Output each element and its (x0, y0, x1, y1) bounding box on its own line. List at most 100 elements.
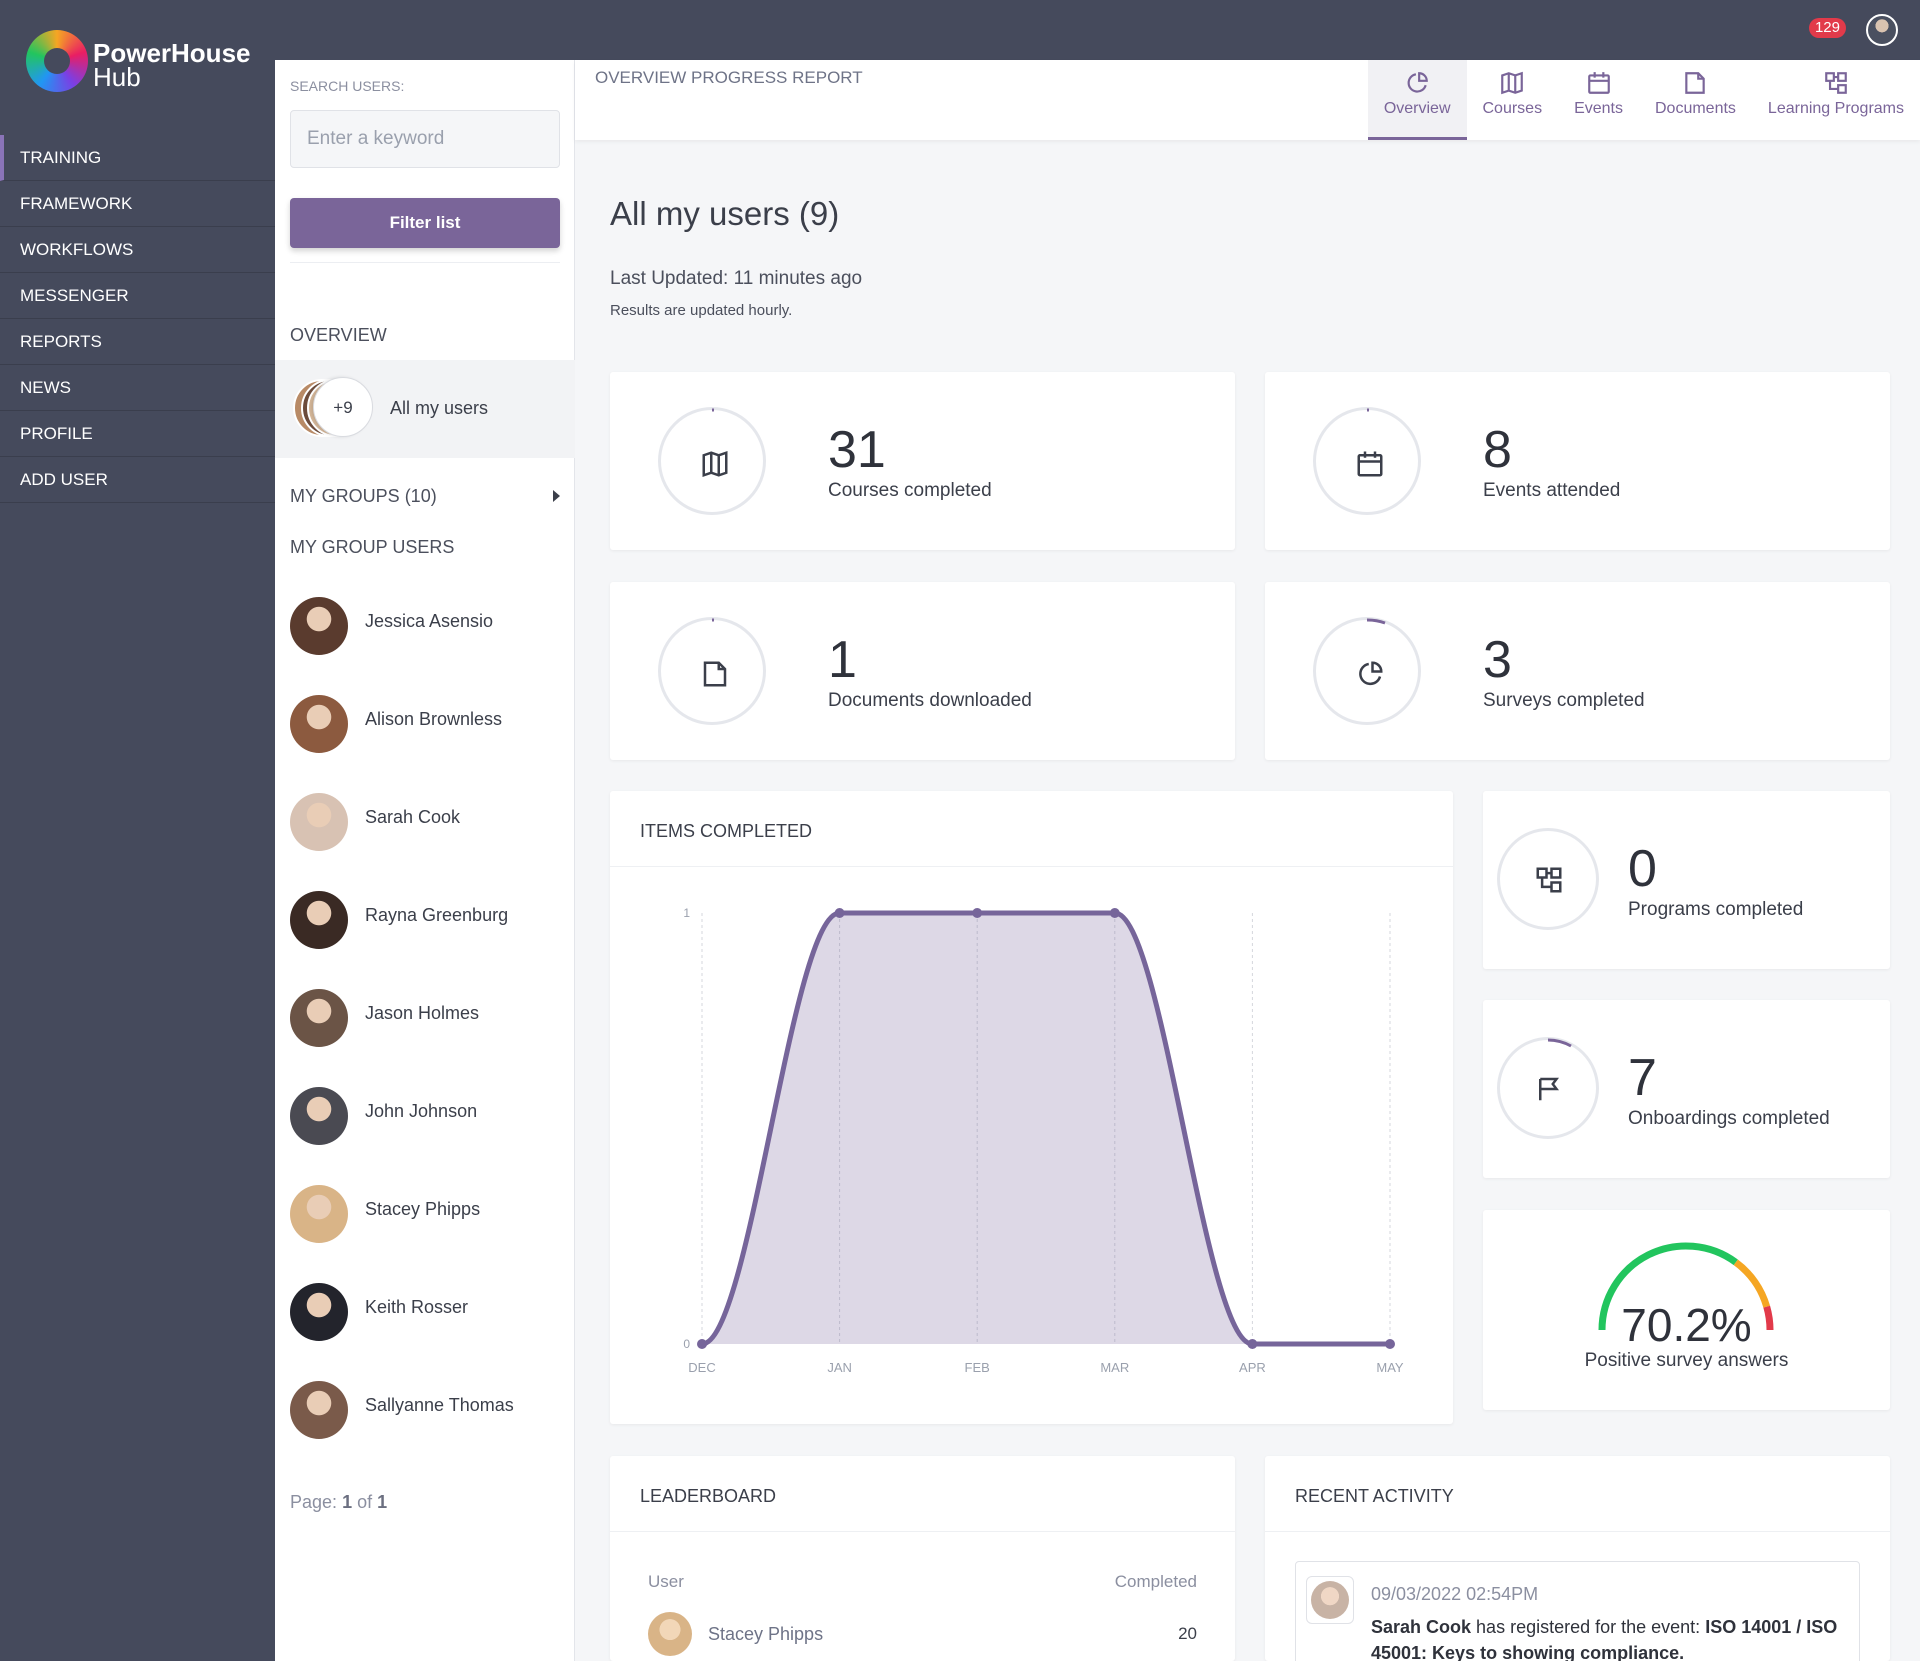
leaderboard-card: LEADERBOARD User Completed Stacey Phipps… (610, 1456, 1235, 1661)
list-item[interactable]: Sallyanne Thomas (290, 1369, 560, 1467)
pagination: Page: 1 of 1 (290, 1492, 387, 1513)
list-item[interactable]: Keith Rosser (290, 1271, 560, 1369)
activity-target[interactable]: ISO 14001 / ISO 45001: Keys to showing c… (1371, 1617, 1838, 1661)
user-avatar[interactable] (1866, 14, 1898, 46)
divider (610, 866, 1453, 867)
gauge-arc-neutral (1733, 1259, 1771, 1308)
list-item[interactable]: Sarah Cook (290, 781, 560, 879)
stat-card-events: 8 Events attended (1265, 372, 1890, 550)
y-tick-label: 0 (683, 1337, 690, 1351)
notifications[interactable]: 129 (1808, 18, 1846, 38)
x-tick-label: FEB (965, 1360, 990, 1375)
nav-menu: TRAINING FRAMEWORK WORKFLOWS MESSENGER R… (0, 135, 275, 503)
gauge-value: 70.2% (1621, 1299, 1752, 1351)
progress-ring (1313, 407, 1421, 515)
stat-card-courses: 31 Courses completed (610, 372, 1235, 550)
nav-item-training[interactable]: TRAINING (0, 135, 275, 181)
user-name: Keith Rosser (365, 1297, 469, 1317)
list-item[interactable]: Rayna Greenburg (290, 879, 560, 977)
tab-documents[interactable]: Documents (1639, 60, 1752, 140)
brand-name: PowerHouse (93, 38, 251, 68)
user-name: Jason Holmes (365, 1003, 480, 1023)
gauge-arc-negative (1763, 1305, 1774, 1331)
my-group-users-title: MY GROUP USERS (290, 537, 455, 557)
progress-ring (658, 617, 766, 725)
search-label: SEARCH USERS: (290, 78, 405, 94)
positive-answers-card: 70.2% Positive survey answers (1483, 1210, 1890, 1410)
calendar-icon (1357, 451, 1383, 477)
ring-arc (711, 618, 715, 622)
nav-item-framework[interactable]: FRAMEWORK (0, 181, 275, 227)
tab-label: Overview (1383, 100, 1451, 117)
column-header-user: User (648, 1572, 684, 1591)
progress-ring (1313, 617, 1421, 725)
ring-arc (1366, 618, 1386, 625)
list-item[interactable]: Stacey Phipps (290, 1173, 560, 1271)
brand-logo[interactable]: PowerHouse Hub (26, 28, 266, 98)
my-groups-toggle[interactable]: MY GROUPS (10) (290, 486, 560, 507)
pie-chart-icon (1359, 661, 1383, 686)
stat-value: 31 (828, 421, 886, 479)
tab-label: Documents (1655, 100, 1736, 117)
nav-item-add-user[interactable]: ADD USER (0, 457, 275, 503)
activity-item[interactable]: 09/03/2022 02:54PM Sarah Cook has regist… (1295, 1561, 1860, 1661)
user-name: Sallyanne Thomas (365, 1395, 514, 1415)
items-completed-card: ITEMS COMPLETED DEC JAN FEB MAR APR MAY 0 1 (610, 791, 1453, 1424)
leaderboard-user-name: Stacey Phipps (708, 1624, 824, 1644)
search-users-input[interactable] (290, 110, 560, 168)
my-groups-label: MY GROUPS (10) (290, 486, 437, 506)
sitemap-icon (1536, 867, 1562, 893)
avatar (290, 1185, 348, 1243)
progress-ring (1497, 828, 1599, 930)
gauge-label: Positive survey answers (1584, 1350, 1789, 1371)
list-item[interactable]: Alison Brownless (290, 683, 560, 781)
divider (610, 1531, 1235, 1532)
main-navigation: PowerHouse Hub TRAINING FRAMEWORK WORKFL… (0, 0, 275, 1661)
book-icon (1501, 71, 1524, 95)
all-users-item[interactable]: +9 All my users (275, 360, 575, 458)
tab-overview[interactable]: Overview (1367, 60, 1467, 140)
notification-count-badge[interactable]: 129 (1808, 18, 1846, 38)
list-item[interactable]: Jessica Asensio (290, 585, 560, 683)
avatar (290, 695, 348, 753)
stat-value: 7 (1628, 1049, 1657, 1107)
user-name: Alison Brownless (365, 709, 503, 729)
tab-learning-programs[interactable]: Learning Programs (1752, 60, 1920, 140)
users-panel: SEARCH USERS: Filter list OVERVIEW +9 Al… (275, 60, 575, 1661)
stat-label: Events attended (1483, 480, 1621, 501)
avatar (290, 1087, 348, 1145)
nav-item-messenger[interactable]: MESSENGER (0, 273, 275, 319)
stat-card-surveys: 3 Surveys completed (1265, 582, 1890, 760)
tab-events[interactable]: Events (1558, 60, 1639, 140)
nav-item-news[interactable]: NEWS (0, 365, 275, 411)
top-bar: 129 (0, 0, 1920, 60)
items-completed-chart: DEC JAN FEB MAR APR MAY 0 1 (683, 906, 1404, 1375)
divider (290, 262, 560, 263)
data-point (834, 908, 845, 918)
tab-courses[interactable]: Courses (1467, 60, 1559, 140)
pager-current[interactable]: 1 (342, 1492, 353, 1512)
tab-label: Learning Programs (1767, 100, 1904, 117)
list-item[interactable]: John Johnson (290, 1075, 560, 1173)
user-name: Stacey Phipps (365, 1199, 481, 1219)
stat-value: 8 (1483, 421, 1512, 479)
nav-item-reports[interactable]: REPORTS (0, 319, 275, 365)
document-icon (703, 661, 727, 687)
stat-label: Programs completed (1628, 899, 1804, 920)
pie-chart-icon (1407, 72, 1428, 93)
avatar (290, 989, 348, 1047)
pager-of: of (357, 1492, 373, 1512)
group-users-list: Jessica Asensio Alison Brownless Sarah C… (290, 585, 560, 1467)
activity-actor[interactable]: Sarah Cook (1371, 1617, 1472, 1637)
sitemap-icon (1825, 72, 1847, 94)
stat-label: Courses completed (828, 480, 992, 501)
list-item[interactable]: Jason Holmes (290, 977, 560, 1075)
report-header: OVERVIEW PROGRESS REPORT Overview Course… (575, 60, 1920, 140)
nav-item-profile[interactable]: PROFILE (0, 411, 275, 457)
nav-item-workflows[interactable]: WORKFLOWS (0, 227, 275, 273)
filter-list-button[interactable]: Filter list (290, 198, 560, 248)
pager-total: 1 (377, 1492, 388, 1512)
recent-activity-card: RECENT ACTIVITY 09/03/2022 02:54PM Sarah… (1265, 1456, 1890, 1661)
overview-section-title: OVERVIEW (290, 325, 387, 345)
table-row[interactable]: Stacey Phipps 20 (648, 1612, 1197, 1658)
